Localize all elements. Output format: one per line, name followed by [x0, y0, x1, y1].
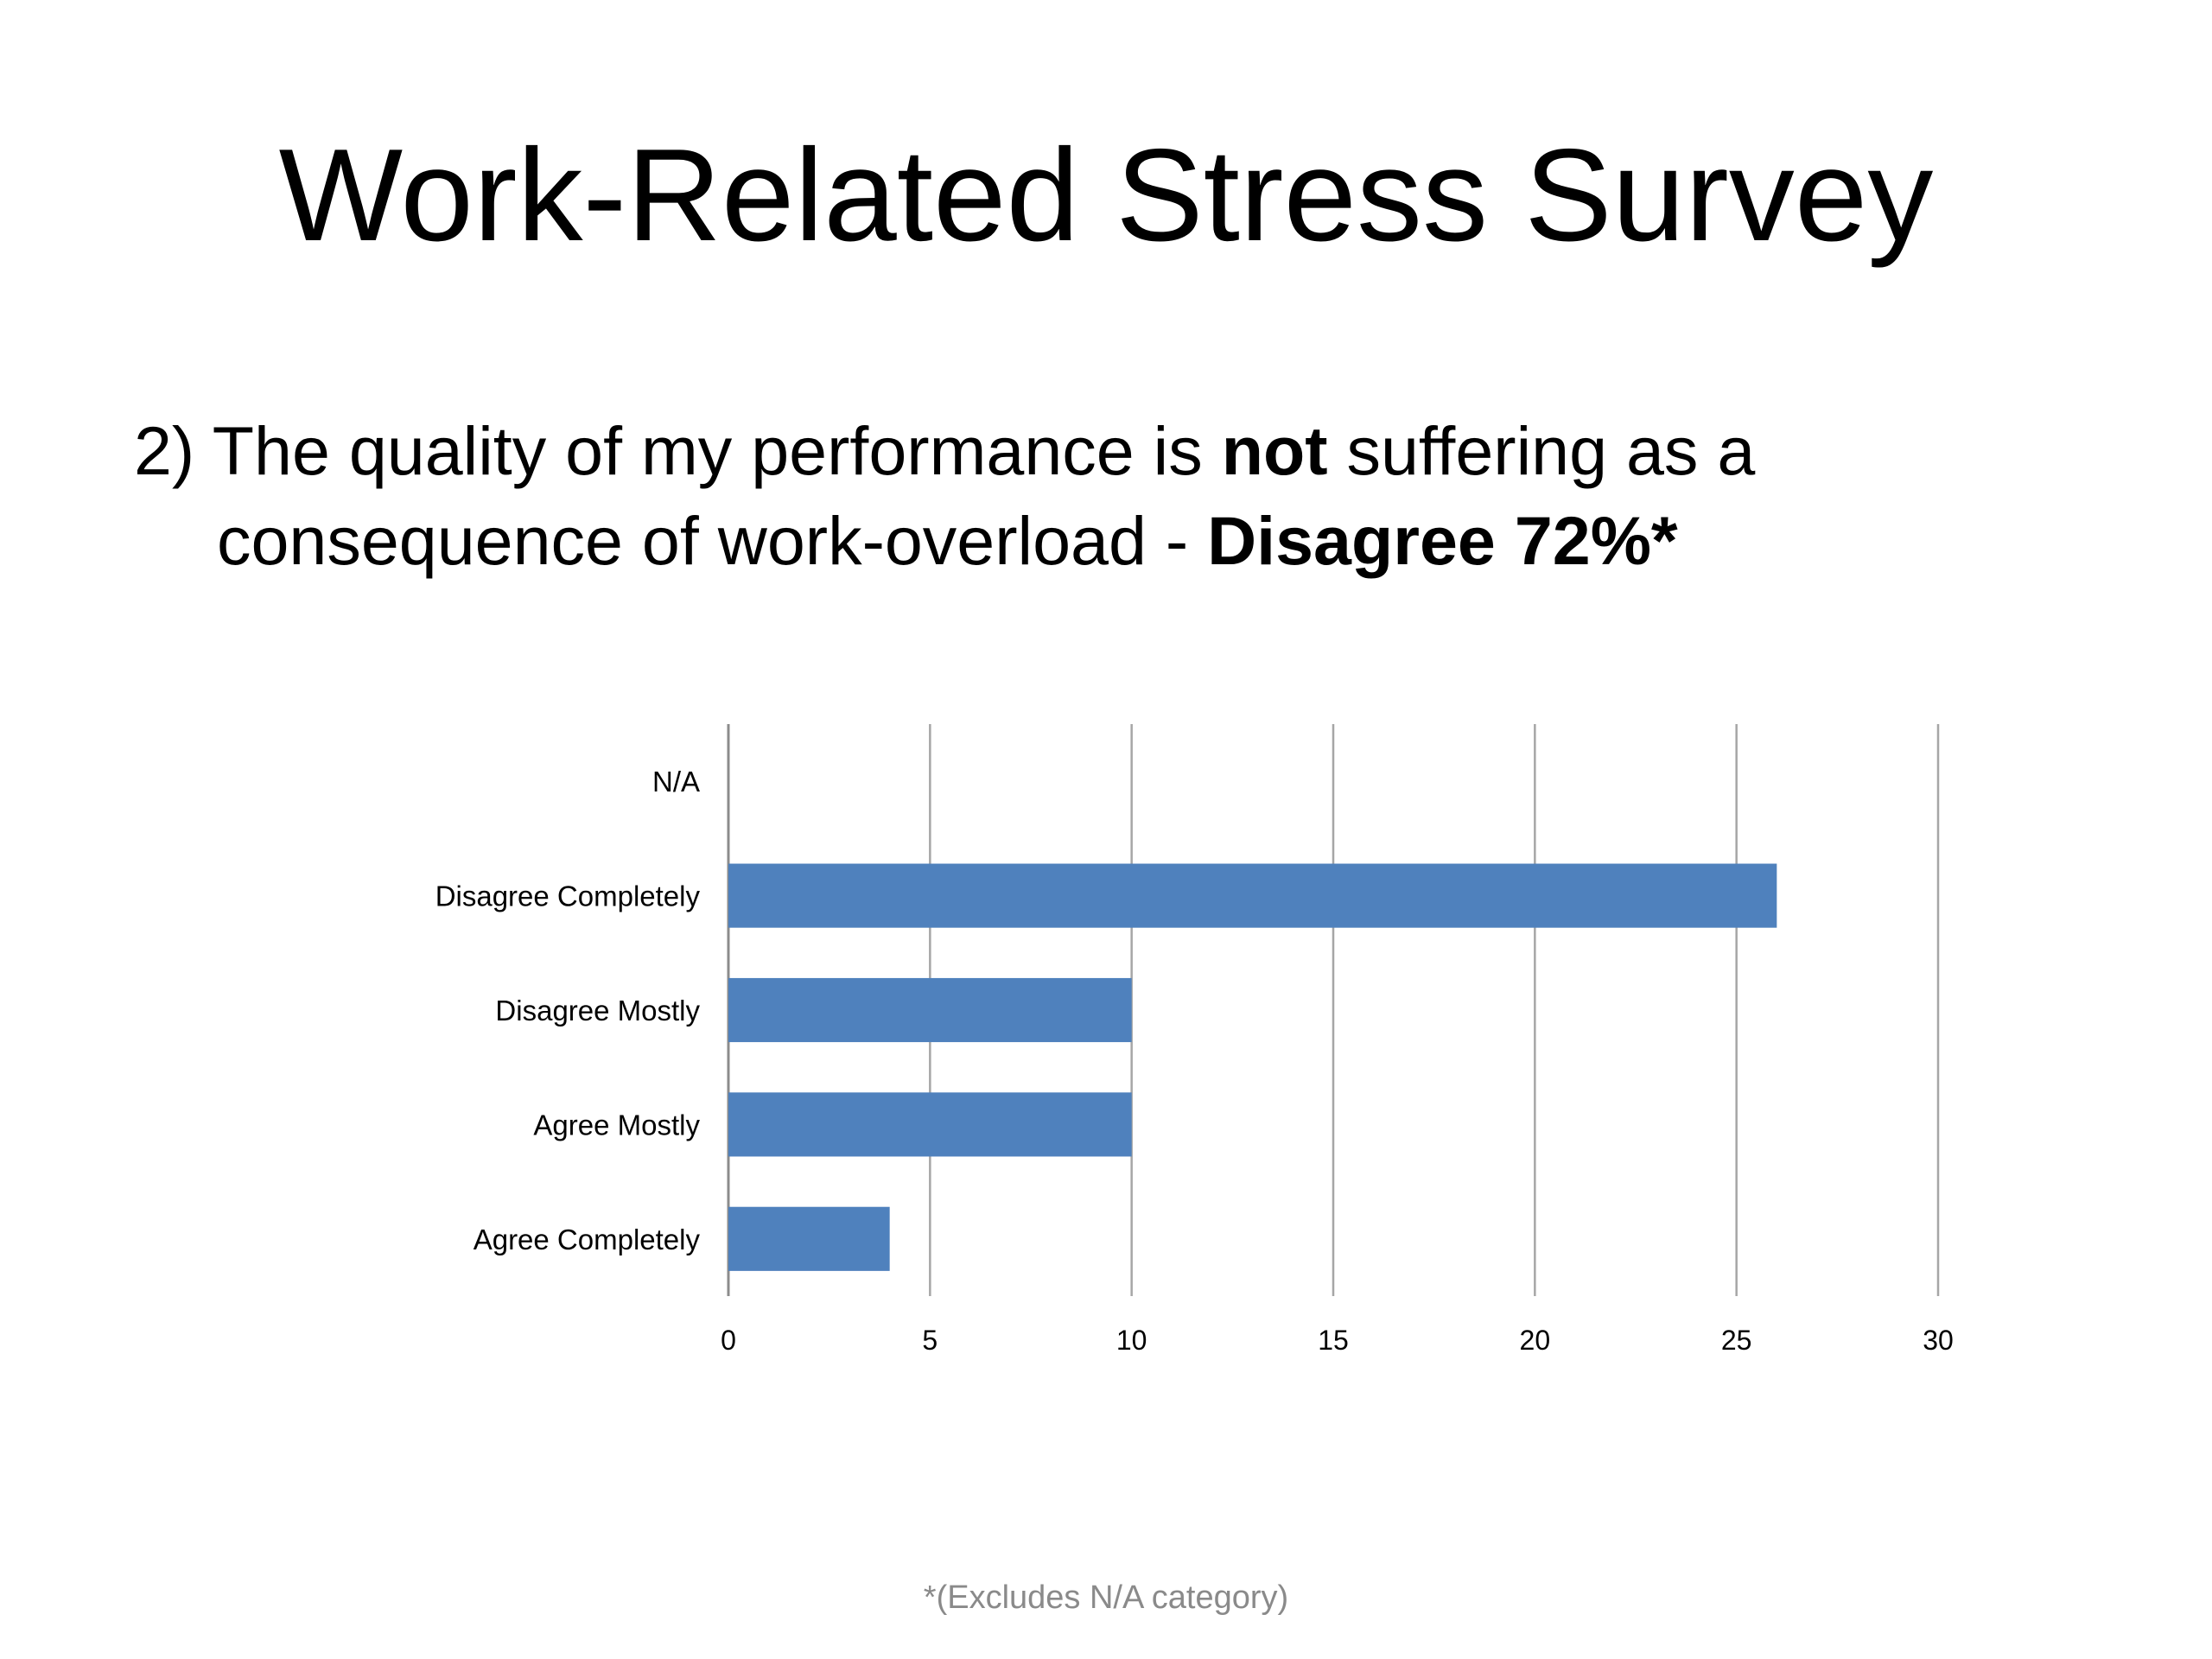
bar-disagree-mostly	[728, 977, 1132, 1043]
slide-title: Work-Related Stress Survey	[278, 122, 1934, 269]
bar-agree-mostly	[728, 1092, 1132, 1157]
question-emphasis-not: not	[1221, 412, 1328, 489]
question-line-2: consequence of work-overload - Disagree …	[134, 496, 2078, 586]
question-middle: suffering as a	[1327, 412, 1756, 489]
x-tick-label-20: 20	[1520, 1325, 1551, 1356]
question-text: 2) The quality of my performance is not …	[134, 406, 2078, 586]
x-tick-label-10: 10	[1116, 1325, 1147, 1356]
x-tick-label-0: 0	[721, 1325, 736, 1356]
category-label-agree-completely: Agree Completely	[474, 1224, 701, 1255]
question-result: Disagree 72%*	[1207, 502, 1678, 579]
footnote: *(Excludes N/A category)	[923, 1580, 1289, 1616]
x-tick-label-25: 25	[1721, 1325, 1752, 1356]
bar-agree-completely	[728, 1206, 890, 1271]
category-label-n-a: N/A	[652, 766, 700, 798]
category-label-agree-mostly: Agree Mostly	[533, 1109, 700, 1141]
x-tick-label-15: 15	[1318, 1325, 1349, 1356]
question-prefix: 2) The quality of my performance is	[134, 412, 1222, 489]
question-line-1: 2) The quality of my performance is not …	[134, 406, 2078, 496]
x-tick-label-5: 5	[922, 1325, 938, 1356]
category-label-disagree-completely: Disagree Completely	[435, 880, 701, 912]
category-label-disagree-mostly: Disagree Mostly	[495, 995, 700, 1027]
bar-disagree-completely	[728, 863, 1777, 928]
x-tick-label-30: 30	[1923, 1325, 1954, 1356]
question-line2-text: consequence of work-overload -	[217, 502, 1208, 579]
